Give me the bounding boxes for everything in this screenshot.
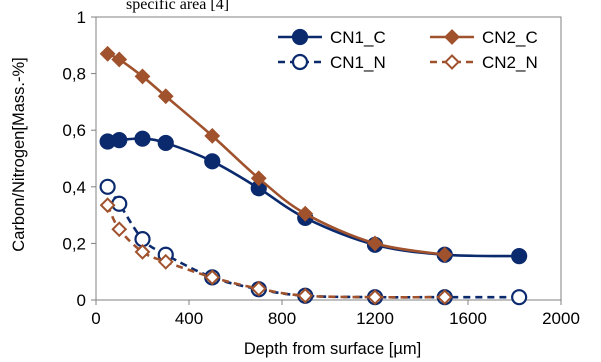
series-cn1-n [99, 178, 528, 306]
y-tick-label: 0,4 [62, 178, 86, 197]
y-tick-label: 1 [77, 8, 86, 27]
data-point [99, 45, 116, 62]
legend-marker [291, 28, 309, 46]
series-line [106, 204, 445, 299]
series-cn2-c [99, 45, 453, 263]
data-point [157, 253, 174, 270]
data-point [111, 132, 128, 149]
data-point [250, 280, 267, 297]
legend-marker [444, 29, 460, 45]
plot-frame [95, 16, 562, 301]
x-tick-label: 400 [175, 309, 203, 328]
data-point [204, 269, 221, 286]
x-tick-label: 0 [91, 309, 100, 328]
data-point [134, 243, 151, 260]
data-point [99, 197, 116, 214]
data-point [111, 195, 128, 212]
data-point [436, 246, 453, 263]
legend-label: CN1_C [330, 28, 386, 47]
x-tick-label: 800 [268, 309, 296, 328]
data-point [367, 235, 383, 252]
series-cn1-c [99, 130, 528, 265]
y-tick-label: 0,6 [62, 121, 86, 140]
legend-marker [444, 54, 460, 70]
y-tick-label: 0,8 [62, 65, 86, 84]
x-axis-ticks: 0 400 800 1200 1600 2000 [91, 300, 580, 328]
x-tick-label: 2000 [542, 309, 580, 328]
data-point [511, 289, 528, 306]
data-point [99, 178, 116, 195]
legend-item: CN1_N [278, 53, 386, 72]
data-point [111, 51, 128, 68]
series-line [106, 186, 520, 299]
data-point [250, 170, 267, 187]
legend-item: CN2_C [430, 28, 538, 47]
cut-off-caption-text: specific area [4] [126, 0, 229, 13]
series-line [107, 137, 520, 258]
y-tick-label: 0 [77, 291, 86, 310]
data-point [511, 248, 528, 265]
legend-label: CN2_C [482, 28, 538, 47]
x-axis-title: Depth from surface [µm] [244, 340, 421, 358]
legend-marker [291, 53, 309, 71]
series-line [107, 52, 445, 257]
legend-item: CN1_C [278, 28, 386, 47]
legend-label: CN2_N [482, 53, 538, 72]
series-layer [99, 45, 528, 306]
data-point [157, 134, 174, 152]
y-axis-title: Carbon/Nitrogen[Mass.-%] [10, 57, 28, 251]
x-tick-label: 1600 [449, 309, 487, 328]
data-point [436, 289, 453, 306]
data-point [297, 205, 314, 222]
data-point [134, 68, 151, 85]
legend-label: CN1_N [330, 53, 386, 72]
y-axis-ticks: 0 0,2 0,4 0,6 0,8 1 [62, 8, 96, 310]
data-point [204, 153, 221, 170]
data-point [204, 127, 221, 144]
data-point [111, 221, 128, 238]
x-tick-label: 1200 [356, 309, 394, 328]
legend: CN1_C CN2_C CN1_N CN2_N [278, 28, 538, 72]
y-tick-label: 0,2 [62, 234, 86, 253]
data-point [297, 287, 314, 304]
plot-area-border [95, 16, 562, 301]
data-point [134, 130, 151, 147]
data-point [157, 88, 174, 105]
series-cn2-n [99, 197, 453, 306]
legend-item: CN2_N [430, 53, 538, 72]
data-point [367, 289, 383, 306]
